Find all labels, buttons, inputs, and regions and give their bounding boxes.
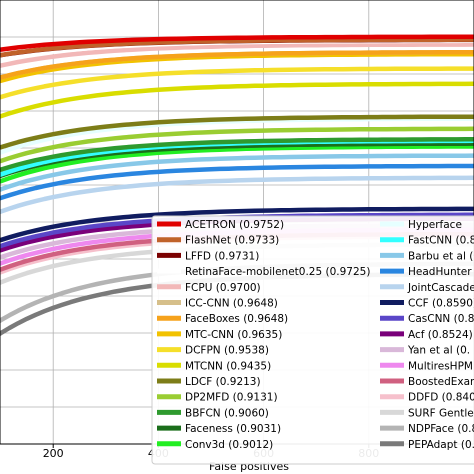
legend-label: FlashNet (0.9733) bbox=[185, 235, 279, 247]
series-line bbox=[0, 163, 474, 201]
legend-label: FCPU (0.9700) bbox=[185, 282, 261, 294]
legend: ACETRON (0.9752) FlashNet (0.9733) LFFD (0… bbox=[151, 215, 474, 465]
legend-label: SURF GentleB bbox=[408, 407, 474, 419]
legend-label: FastCNN (0.8 bbox=[408, 235, 474, 247]
legend-label: ICC-CNN (0.9648) bbox=[185, 298, 278, 310]
series-line bbox=[0, 37, 474, 58]
legend-label: FaceBoxes (0.9648) bbox=[185, 313, 288, 325]
legend-label: Faceness (0.9031) bbox=[185, 423, 281, 435]
legend-label: LDCF (0.9213) bbox=[185, 376, 261, 388]
series-line bbox=[0, 114, 474, 150]
legend-label: RetinaFace-mobilenet0.25 (0.9725) bbox=[185, 266, 370, 278]
legend-label: Yan et al (0. bbox=[407, 345, 470, 357]
legend-label: Barbu et al (0 bbox=[408, 250, 474, 262]
legend-label: BBFCN (0.9060) bbox=[185, 407, 269, 419]
series-line bbox=[0, 42, 474, 69]
series-line bbox=[0, 50, 474, 80]
legend-label: MTC-CNN (0.9635) bbox=[185, 329, 282, 341]
legend-label: Acf (0.8524) bbox=[408, 329, 473, 341]
legend-label: MultiresHPM bbox=[408, 360, 473, 372]
legend-label: PEPAdapt (0.8 bbox=[408, 439, 474, 451]
legend-label: DP2MFD (0.9131) bbox=[185, 392, 278, 404]
legend-label: DDFD (0.8404 bbox=[408, 392, 474, 404]
legend-box bbox=[151, 215, 474, 465]
legend-label: BoostedExam bbox=[408, 376, 474, 388]
series-line bbox=[0, 206, 474, 243]
series-line bbox=[0, 137, 474, 173]
legend-label: CCF (0.8590) bbox=[408, 298, 474, 310]
series-line bbox=[0, 153, 474, 193]
legend-label: HeadHunter (0 bbox=[408, 266, 474, 278]
series-line bbox=[0, 66, 474, 100]
legend-label: ACETRON (0.9752) bbox=[185, 219, 284, 231]
series-line bbox=[0, 81, 474, 119]
legend-label: JointCascade bbox=[407, 282, 474, 294]
series-line bbox=[0, 144, 474, 184]
legend-label: Hyperface bbox=[408, 219, 462, 231]
series-line bbox=[0, 126, 474, 164]
legend-label: Conv3d (0.9012) bbox=[185, 439, 273, 451]
x-tick-label: 200 bbox=[43, 447, 64, 460]
series-line bbox=[0, 175, 474, 215]
legend-label: NDPFace (0.8 bbox=[408, 423, 474, 435]
legend-label: DCFPN (0.9538) bbox=[185, 345, 269, 357]
legend-label: MTCNN (0.9435) bbox=[185, 360, 271, 372]
series-line bbox=[0, 34, 474, 52]
legend-label: CasCNN (0.85 bbox=[408, 313, 474, 325]
legend-label: LFFD (0.9731) bbox=[185, 250, 259, 262]
